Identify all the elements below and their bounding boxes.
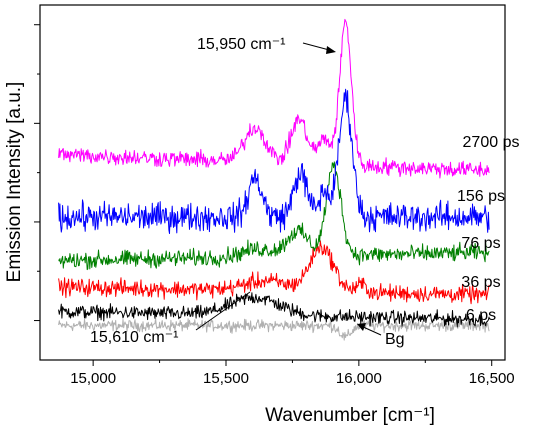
series-label-6-ps: 6 ps (466, 307, 496, 324)
series-line-156-ps (58, 88, 490, 234)
x-tick-label: 15,500 (203, 370, 249, 387)
series-label-76-ps: 76 ps (461, 235, 500, 252)
annotation-bg-label: Bg (385, 331, 405, 348)
annotation-peak-15950-arrowhead (326, 46, 336, 54)
series-line-36-ps (58, 240, 490, 305)
series-line-Bg (58, 317, 490, 341)
plot-frame (39, 4, 506, 361)
annotation-bg-arrow (360, 325, 382, 336)
series-line-2700-ps (58, 18, 490, 179)
annotation-peak-15950: 15,950 cm⁻¹ (197, 36, 336, 54)
series-labels: 2700 ps 156 ps 76 ps 36 ps 6 ps (457, 134, 519, 324)
x-tick-label: 16,500 (469, 370, 515, 387)
x-axis-title: Wavenumber [cm⁻¹] (265, 405, 435, 426)
annotation-bg: Bg (357, 323, 405, 348)
annotation-peak-15610-label: 15,610 cm⁻¹ (90, 329, 178, 346)
x-axis-ticks: 15,000 15,500 16,000 16,500 (70, 360, 515, 387)
y-axis-title: Emission Intensity [a.u.] (4, 82, 25, 283)
series-line-76-ps (58, 161, 490, 271)
series-label-2700-ps: 2700 ps (463, 134, 520, 151)
series-line-6-ps (58, 292, 490, 328)
annotation-bg-arrowhead (357, 323, 366, 331)
x-tick-label: 16,000 (336, 370, 382, 387)
annotation-peak-15610: 15,610 cm⁻¹ (90, 291, 251, 346)
y-axis-ticks (34, 24, 40, 322)
annotation-peak-15950-label: 15,950 cm⁻¹ (197, 36, 285, 53)
x-tick-label: 15,000 (70, 370, 116, 387)
series-label-36-ps: 36 ps (461, 274, 500, 291)
series-layer (58, 18, 490, 341)
series-label-156-ps: 156 ps (457, 188, 505, 205)
annotation-peak-15610-line (195, 291, 251, 331)
